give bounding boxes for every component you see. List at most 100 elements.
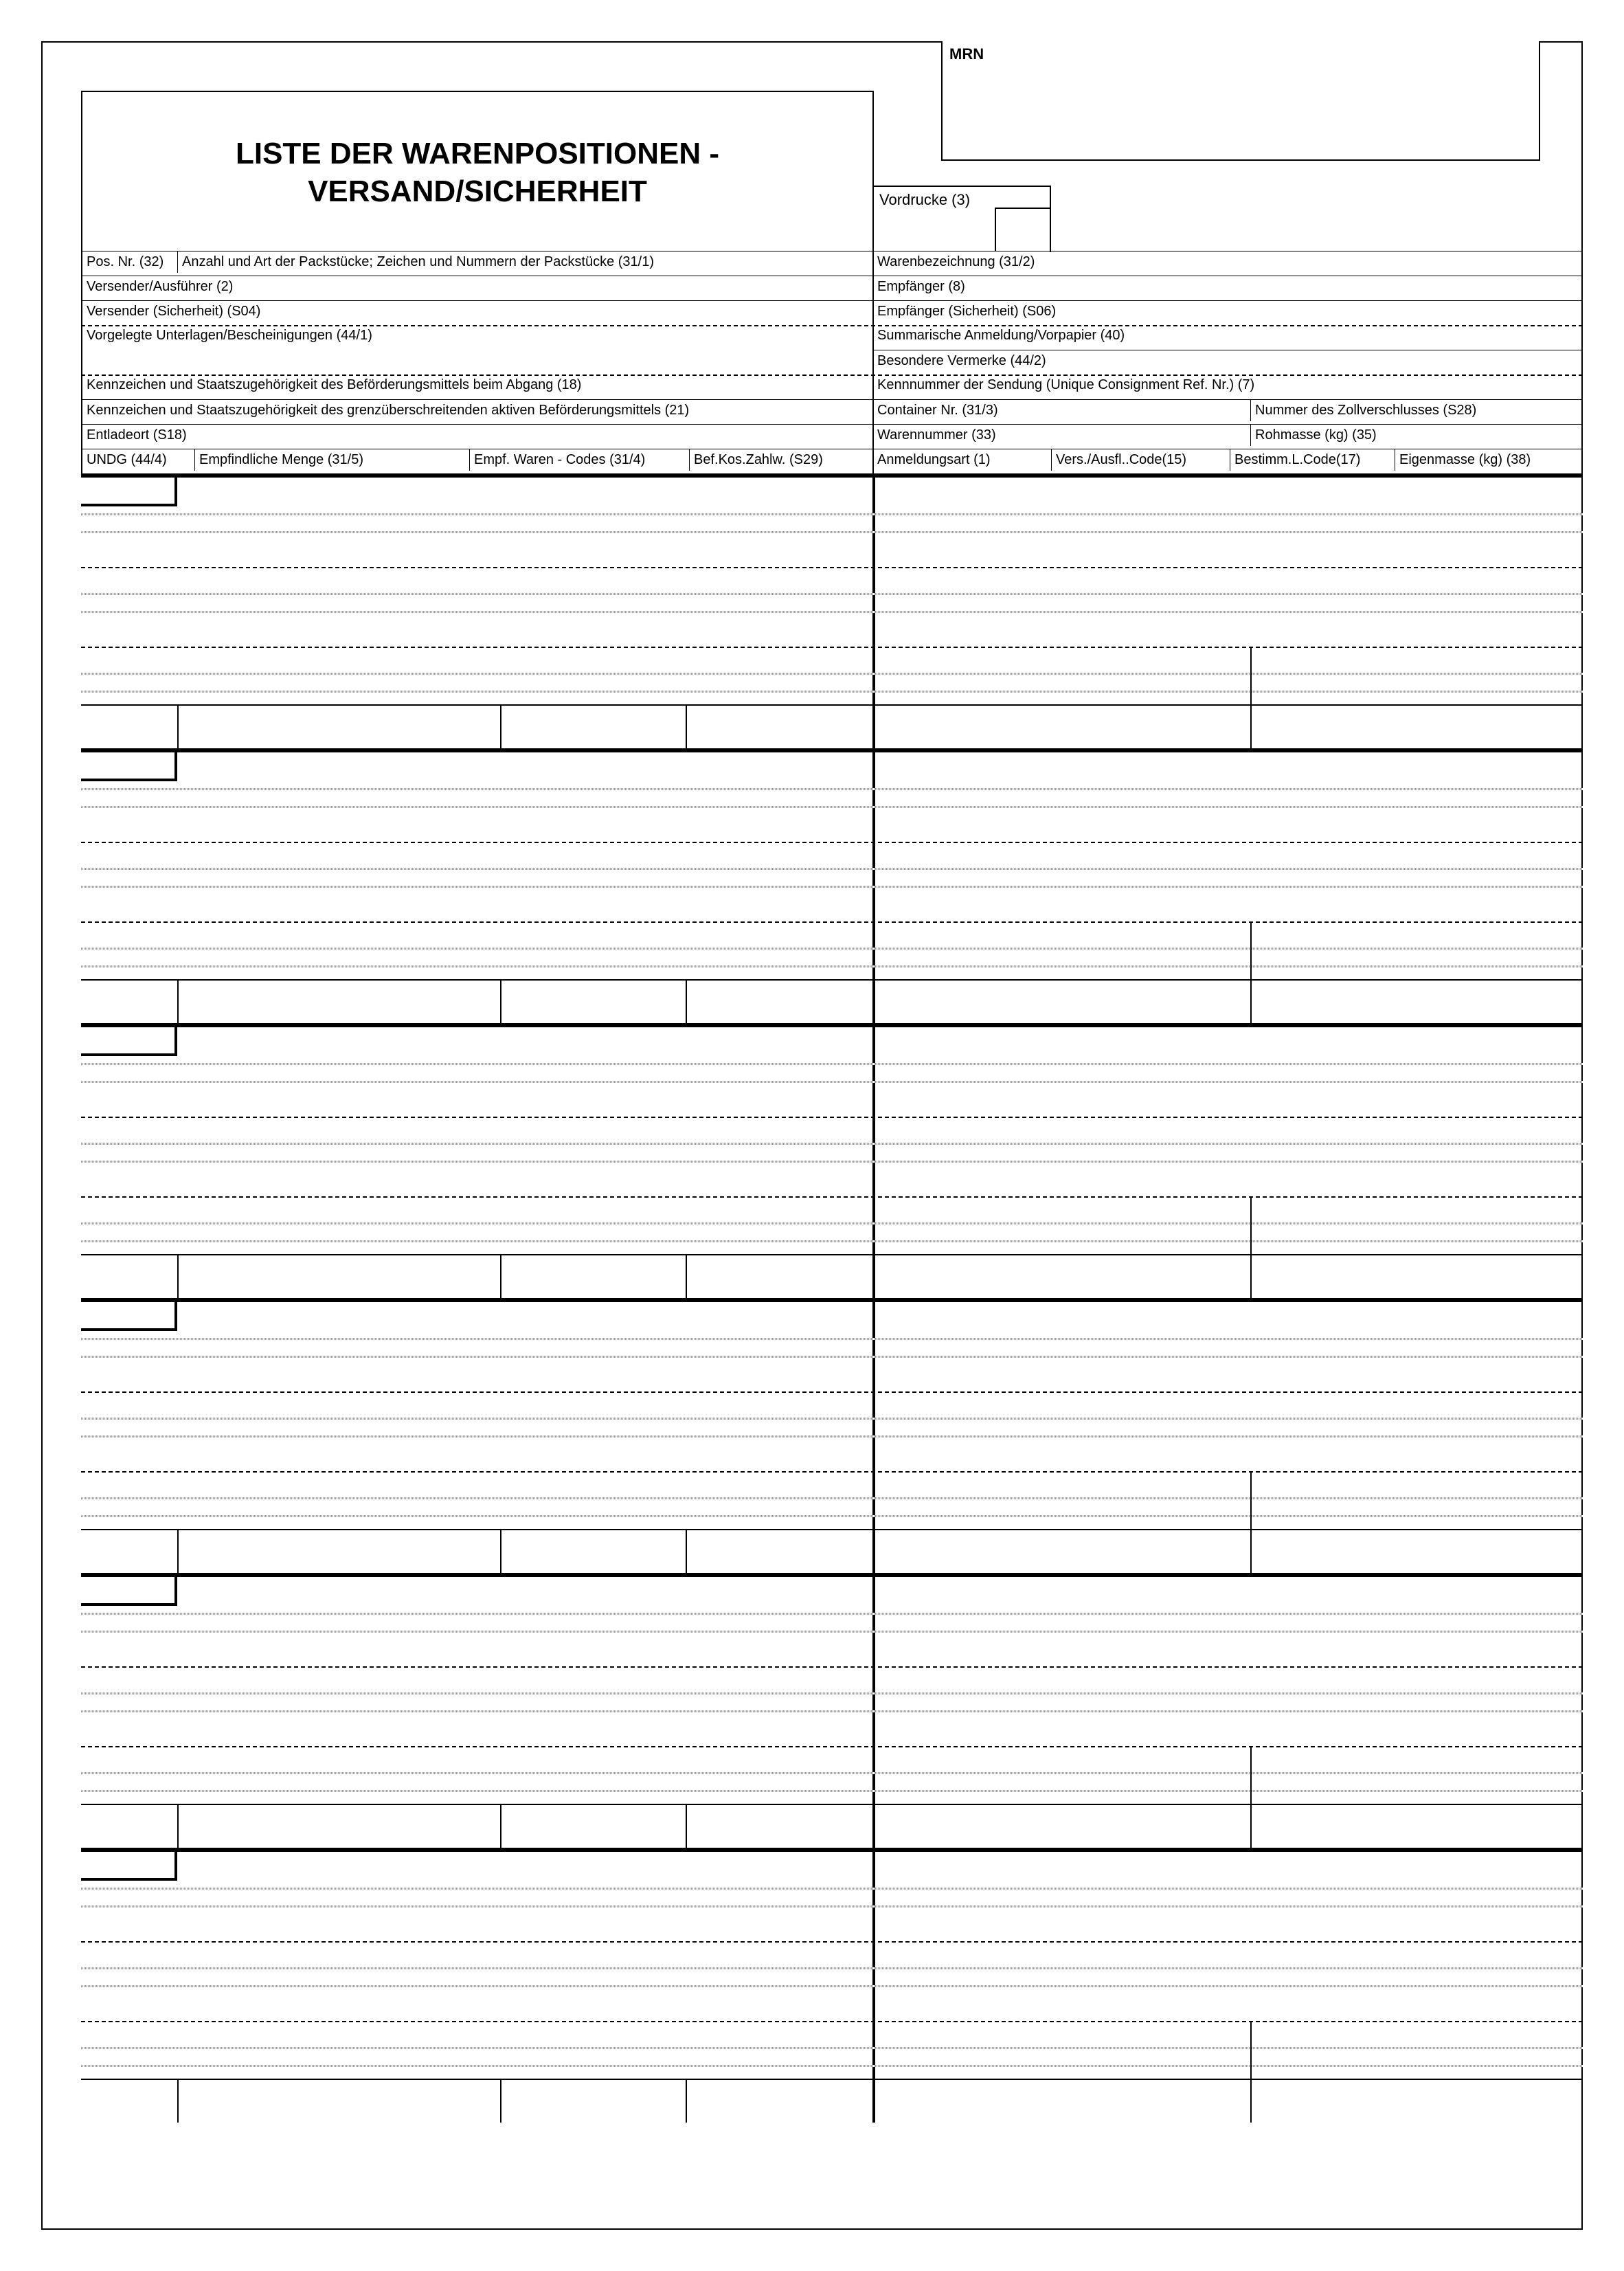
mrn-box: MRN (941, 41, 1540, 161)
mrn-label: MRN (949, 45, 984, 63)
shade-line (81, 1888, 1583, 1890)
lbl-warenbez: Warenbezeichnung (31/2) (872, 251, 1583, 273)
item-block (81, 1023, 1583, 1298)
lbl-empfaenger-sich: Empfänger (Sicherheit) (S06) (872, 300, 1583, 322)
title-box: LISTE DER WARENPOSITIONEN - VERSAND/SICH… (81, 91, 874, 252)
block-vdiv (872, 752, 875, 1023)
shade-line (81, 1613, 1583, 1615)
bottom-col-sep (686, 2079, 687, 2123)
lbl-zollverschluss: Nummer des Zollverschlusses (S28) (1250, 399, 1583, 421)
shade-line (81, 1435, 1583, 1437)
bottom-col-sep (177, 704, 179, 748)
lbl-kennz-grenz: Kennzeichen und Staatszugehörigkeit des … (81, 399, 872, 421)
bottom-col-sep (177, 1529, 179, 1573)
vordrucke-inner (995, 208, 1051, 251)
lbl-empfwaren: Empf. Waren - Codes (31/4) (469, 449, 689, 471)
right-bottom-box (1250, 1471, 1583, 1573)
lbl-besvermerke: Besondere Vermerke (44/2) (872, 350, 1583, 372)
shade-line (81, 593, 1583, 595)
bottom-col-sep (177, 1804, 179, 1848)
lbl-kennz-abgang: Kennzeichen und Staatszugehörigkeit des … (81, 374, 872, 396)
page: MRN LISTE DER WARENPOSITIONEN - VERSAND/… (0, 0, 1624, 2271)
shade-line (81, 886, 1583, 888)
bottom-col-sep (686, 1804, 687, 1848)
bottom-col-sep (686, 1254, 687, 1298)
right-bottom-box (1250, 1196, 1583, 1298)
hdr-midline (872, 251, 874, 473)
bottom-col-sep (177, 1254, 179, 1298)
pos-box (81, 1027, 177, 1056)
shade-line (81, 1985, 1583, 1987)
shade-line (81, 1143, 1583, 1145)
dash-line (81, 1666, 1583, 1668)
bottom-col-sep (686, 704, 687, 748)
dash-line (81, 567, 1583, 568)
shade-line (81, 788, 1583, 790)
form-title: LISTE DER WARENPOSITIONEN - VERSAND/SICH… (236, 135, 719, 210)
block-vdiv (872, 1027, 875, 1298)
lbl-vorgelegte: Vorgelegte Unterlagen/Bescheinigungen (4… (81, 325, 872, 374)
pos-box (81, 1852, 177, 1881)
item-block (81, 473, 1583, 748)
shade-line (81, 1710, 1583, 1712)
lbl-bestimml: Bestimm.L.Code(17) (1230, 449, 1395, 471)
right-bottom-box (1250, 647, 1583, 748)
hdr-leftline (81, 251, 82, 473)
lbl-warennr: Warennummer (33) (872, 424, 1250, 446)
lbl-summanmeld: Summarische Anmeldung/Vorpapier (40) (872, 325, 1583, 346)
block-vdiv (872, 478, 875, 748)
dash-line (81, 842, 1583, 843)
pos-box (81, 1302, 177, 1331)
shade-line (81, 1161, 1583, 1163)
right-bottom-box (1250, 921, 1583, 1023)
lbl-empfmenge: Empfindliche Menge (31/5) (194, 449, 469, 471)
dash-line (81, 1391, 1583, 1393)
lbl-versausfl: Vers./Ausfl..Code(15) (1051, 449, 1230, 471)
bottom-col-sep (686, 1529, 687, 1573)
shade-line (81, 1418, 1583, 1420)
right-bottom-box (1250, 2021, 1583, 2123)
item-block (81, 1298, 1583, 1573)
shade-line (81, 806, 1583, 808)
lbl-eigenmasse: Eigenmasse (kg) (38) (1395, 449, 1583, 471)
lbl-entladeort: Entladeort (S18) (81, 424, 872, 446)
bottom-col-sep (177, 979, 179, 1023)
shade-line (81, 1338, 1583, 1340)
shade-line (81, 531, 1583, 533)
lbl-empfaenger: Empfänger (8) (872, 276, 1583, 298)
shade-line (81, 1356, 1583, 1358)
lbl-rohmasse: Rohmasse (kg) (35) (1250, 424, 1583, 446)
bottom-col-sep (500, 704, 501, 748)
shade-line (81, 1905, 1583, 1908)
bottom-col-sep (500, 979, 501, 1023)
item-block (81, 1848, 1583, 2123)
vordrucke-label: Vordrucke (3) (879, 191, 970, 208)
dash-line (81, 1941, 1583, 1943)
bottom-col-sep (500, 1804, 501, 1848)
bottom-col-sep (686, 979, 687, 1023)
block-vdiv (872, 1577, 875, 1848)
shade-line (81, 1063, 1583, 1065)
right-bottom-box (1250, 1746, 1583, 1848)
bottom-col-sep (177, 2079, 179, 2123)
bottom-col-sep (500, 1254, 501, 1298)
shade-line (81, 1081, 1583, 1083)
item-block (81, 1573, 1583, 1848)
bottom-col-sep (500, 1529, 501, 1573)
block-vdiv (872, 1302, 875, 1573)
shade-line (81, 1631, 1583, 1633)
lbl-posnr: Pos. Nr. (32) (81, 251, 177, 273)
lbl-anmeld: Anmeldungsart (1) (872, 449, 1051, 471)
lbl-container: Container Nr. (31/3) (872, 399, 1250, 421)
lbl-versender-sich: Versender (Sicherheit) (S04) (81, 300, 872, 322)
lbl-versender: Versender/Ausführer (2) (81, 276, 872, 298)
shade-line (81, 1967, 1583, 1969)
shade-line (81, 1692, 1583, 1694)
shade-line (81, 868, 1583, 870)
block-vdiv (872, 1852, 875, 2123)
lbl-packstuecke: Anzahl und Art der Packstücke; Zeichen u… (177, 251, 872, 273)
dash-line (81, 1117, 1583, 1118)
bottom-col-sep (500, 2079, 501, 2123)
item-block (81, 748, 1583, 1023)
pos-box (81, 1577, 177, 1606)
